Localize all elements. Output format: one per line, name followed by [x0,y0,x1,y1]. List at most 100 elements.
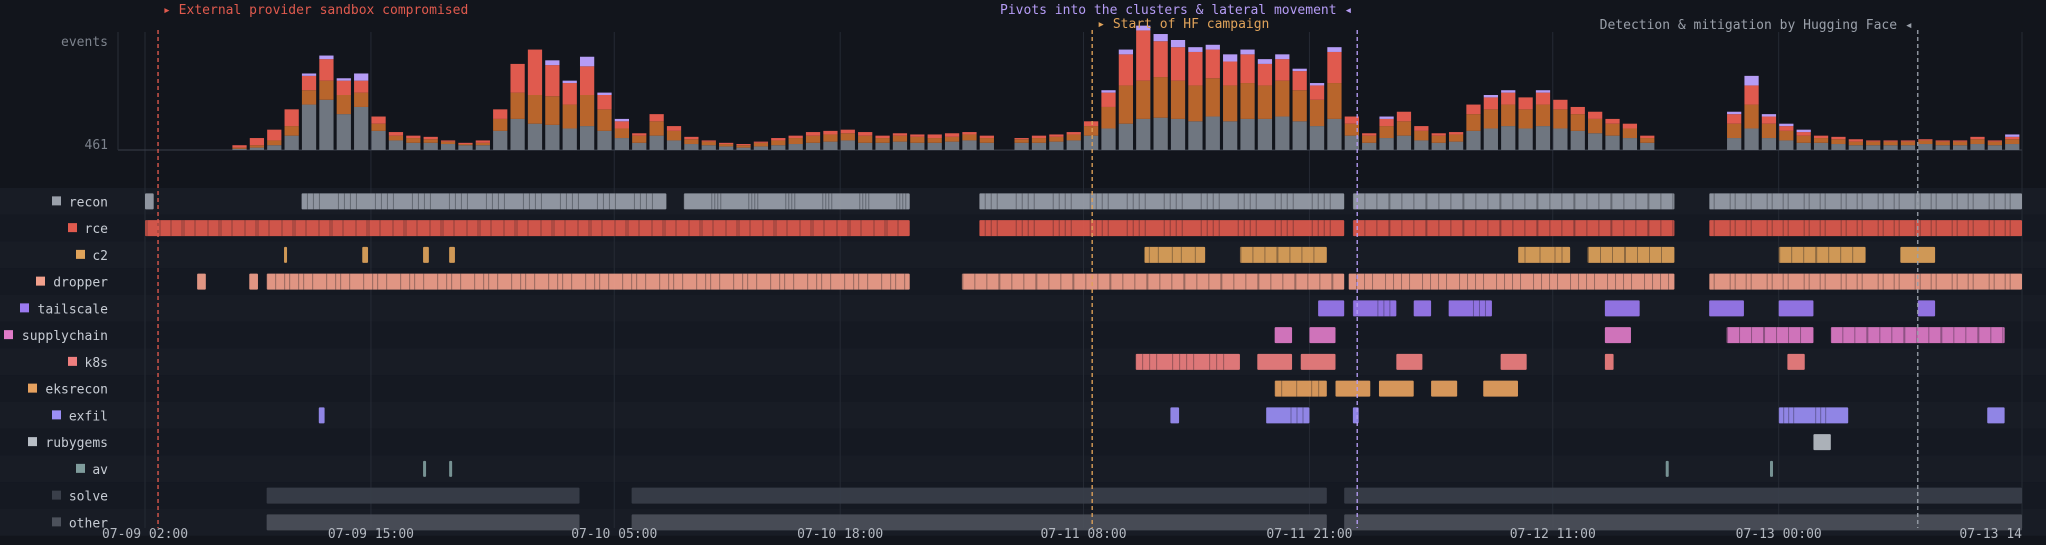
histogram-bar-98-2 [1848,139,1863,142]
activity-span-av-0 [423,460,427,477]
histogram-bar-9-3 [301,73,317,76]
histogram-bar-33-2 [719,142,734,145]
activity-span-supplychain-1 [1309,327,1336,344]
histogram-bar-24-0 [562,128,577,150]
histogram-bar-45-0 [927,142,942,150]
activity-span-k8s-2 [1300,353,1336,370]
activity-span-other-2 [1344,514,2022,531]
histogram-bar-50-1 [1014,139,1029,143]
activity-span-c2-7 [1587,246,1675,263]
histogram-bar-12-2 [354,80,369,93]
histogram-bar-71-0 [1379,138,1394,150]
histogram-bar-15-0 [406,142,421,150]
histogram-bar-71-1 [1379,126,1394,139]
histogram-bar-32-0 [701,145,716,150]
histogram-bar-41-0 [858,142,873,150]
histogram-bar-44-1 [910,136,925,143]
histogram-bar-26-0 [597,130,612,150]
histogram-bar-47-2 [962,132,977,135]
category-label-tailscale: tailscale [38,302,109,317]
histogram-bar-80-1 [1535,104,1551,127]
histogram-bar-92-2 [1744,85,1759,105]
activity-span-recon-1 [301,193,667,210]
histogram-bar-54-2 [1084,121,1099,127]
histogram-bar-16-2 [423,136,438,140]
histogram-bar-35-1 [753,142,769,147]
histogram-bar-45-1 [927,138,942,143]
histogram-bar-107-1 [2005,139,2020,145]
histogram-bar-43-0 [892,141,908,150]
histogram-bar-99-1 [1866,141,1881,146]
category-label-supplychain: supplychain [22,329,108,344]
histogram-bar-32-1 [701,141,716,146]
activity-span-k8s-0 [1135,353,1240,370]
activity-span-dropper-5 [1709,273,2022,290]
histogram-bar-45-2 [927,134,942,139]
histogram-bar-20-2 [493,109,508,119]
histogram-bar-103-1 [1935,141,1950,146]
histogram-bar-14-1 [388,135,404,141]
histogram-bar-58-1 [1153,77,1168,118]
histogram-bar-43-2 [892,133,908,136]
histogram-bar-15-1 [406,138,421,143]
histogram-bar-66-3 [1292,68,1307,72]
histogram-bar-32-2 [701,140,716,142]
histogram-bar-60-0 [1188,121,1203,150]
histogram-bar-86-2 [1640,135,1655,139]
histogram-bar-100-0 [1883,145,1898,150]
histogram-bar-100-1 [1883,141,1898,146]
histogram-bar-63-0 [1240,118,1255,150]
histogram-bar-81-2 [1553,99,1568,110]
histogram-bar-61-0 [1205,116,1220,150]
x-tick-label-3: 07-10 18:00 [797,527,883,542]
histogram-bar-57-1 [1136,80,1151,119]
activity-span-exfil-1 [1170,407,1180,424]
histogram-bar-94-2 [1779,126,1794,131]
histogram-bar-22-1 [527,95,543,124]
histogram-bar-104-1 [1952,141,1968,146]
histogram-bar-102-2 [1918,139,1933,141]
category-swatch-supplychain [4,330,13,340]
histogram-bar-93-1 [1761,123,1777,139]
activity-span-eksrecon-2 [1378,380,1414,397]
x-tick-label-0: 07-09 02:00 [102,527,188,542]
histogram-bar-30-1 [666,130,682,141]
histogram-bar-15-2 [406,135,421,139]
histogram-bar-95-1 [1796,135,1811,143]
histogram-bar-67-0 [1309,126,1325,150]
histogram-bar-53-1 [1066,134,1081,141]
histogram-bar-19-1 [475,142,490,146]
histogram-bar-46-2 [944,133,960,137]
activity-span-exfil-5 [1987,407,2005,424]
histogram-bar-59-3 [1170,40,1186,48]
histogram-bar-62-2 [1223,61,1238,86]
activity-span-c2-5 [1239,246,1327,263]
histogram-bar-70-2 [1362,133,1377,136]
histogram-bar-34-0 [736,147,751,150]
x-tick-label-5: 07-11 21:00 [1266,527,1352,542]
histogram-bar-105-2 [1970,136,1985,140]
activity-span-tailscale-5 [1709,300,1744,317]
histogram-bar-34-2 [736,144,751,146]
histogram-bar-42-1 [875,138,890,143]
histogram-bar-106-0 [1987,145,2002,150]
activity-span-recon-5 [1709,193,2022,210]
histogram-bar-94-1 [1779,130,1794,141]
activity-span-other-0 [266,514,580,531]
histogram-bar-57-3 [1136,25,1151,31]
histogram-bar-37-2 [788,135,803,139]
histogram-bar-65-0 [1275,116,1290,150]
histogram-bar-62-0 [1223,121,1238,150]
histogram-bar-93-0 [1761,138,1777,150]
histogram-bar-79-2 [1518,97,1533,110]
histogram-bar-83-0 [1588,133,1603,150]
histogram-bar-80-0 [1535,126,1551,150]
category-swatch-tailscale [20,303,29,313]
histogram-bar-75-0 [1448,141,1464,150]
activity-span-c2-6 [1517,246,1571,263]
histogram-bar-102-1 [1918,140,1933,145]
activity-span-dropper-0 [197,273,206,290]
histogram-bar-50-2 [1014,138,1029,140]
histogram-bar-92-3 [1744,75,1759,86]
histogram-bar-35-2 [753,141,769,143]
